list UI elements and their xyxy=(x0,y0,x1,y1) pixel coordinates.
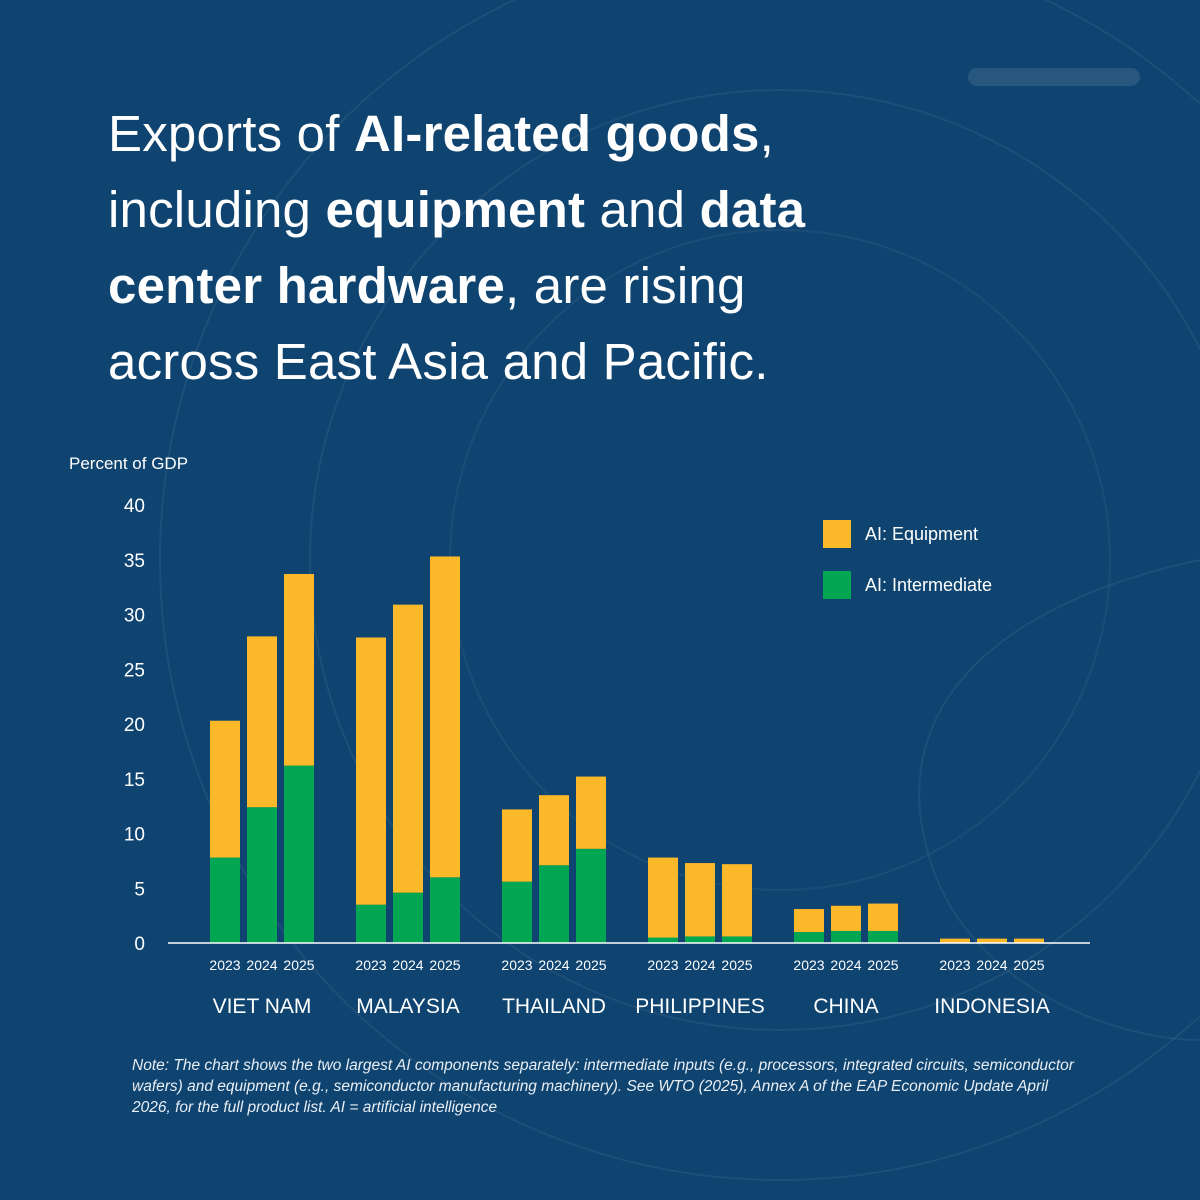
bar-intermediate xyxy=(393,892,423,943)
bar-intermediate xyxy=(430,877,460,943)
bar-intermediate xyxy=(247,807,277,943)
x-tick-year: 2025 xyxy=(1013,957,1044,973)
bar-equipment xyxy=(940,938,970,943)
bar-equipment xyxy=(576,776,606,849)
bar-intermediate xyxy=(831,930,861,943)
y-tick-label: 20 xyxy=(124,715,145,736)
bar-equipment xyxy=(393,604,423,893)
headline-segment: equipment xyxy=(325,181,586,238)
x-tick-year: 2024 xyxy=(830,957,861,973)
headline-segment: data xyxy=(699,181,806,238)
headline-segment: center hardware xyxy=(108,257,506,314)
legend-label: AI: Intermediate xyxy=(865,575,992,595)
bar-equipment xyxy=(284,573,314,766)
bar-equipment xyxy=(794,909,824,933)
y-tick-label: 10 xyxy=(124,825,145,846)
bar-intermediate xyxy=(284,765,314,943)
y-tick-label: 30 xyxy=(124,606,145,627)
x-tick-year: 2025 xyxy=(429,957,460,973)
bar-equipment xyxy=(685,863,715,937)
group-label: THAILAND xyxy=(502,995,606,1018)
bar-intermediate xyxy=(868,930,898,943)
y-tick-label: 0 xyxy=(134,934,145,955)
bar-intermediate xyxy=(356,904,386,943)
bar-equipment xyxy=(831,905,861,931)
bar-equipment xyxy=(539,795,569,866)
y-tick-label: 5 xyxy=(134,879,145,900)
bar-equipment xyxy=(430,556,460,878)
x-tick-year: 2023 xyxy=(501,957,532,973)
y-tick-label: 35 xyxy=(124,551,145,572)
x-tick-year: 2025 xyxy=(721,957,752,973)
y-tick-label: 25 xyxy=(124,660,145,681)
x-tick-year: 2024 xyxy=(538,957,569,973)
bar-equipment xyxy=(722,864,752,937)
group-label: PHILIPPINES xyxy=(635,995,765,1018)
headline-segment: across East Asia and Pacific. xyxy=(108,333,769,390)
bar-equipment xyxy=(502,809,532,882)
headline-segment: , xyxy=(759,105,774,162)
chart-note: Note: The chart shows the two largest AI… xyxy=(132,1057,1074,1116)
x-tick-year: 2023 xyxy=(939,957,970,973)
headline: Exports of AI-related goods, including eq… xyxy=(108,96,1008,400)
bar-intermediate xyxy=(722,936,752,943)
bar-intermediate xyxy=(576,848,606,943)
x-tick-year: 2024 xyxy=(684,957,715,973)
legend-swatch xyxy=(823,571,851,599)
bar-equipment xyxy=(648,857,678,938)
group-label: VIET NAM xyxy=(213,995,312,1018)
x-tick-year: 2023 xyxy=(647,957,678,973)
x-tick-year: 2024 xyxy=(246,957,277,973)
legend-label: AI: Equipment xyxy=(865,524,978,544)
bar-equipment xyxy=(868,903,898,931)
bar-equipment xyxy=(247,636,277,808)
x-tick-year: 2025 xyxy=(283,957,314,973)
logo xyxy=(968,68,1140,86)
group-label: CHINA xyxy=(813,995,878,1018)
legend-swatch xyxy=(823,520,851,548)
x-tick-year: 2023 xyxy=(793,957,824,973)
bar-equipment xyxy=(1014,938,1044,943)
y-tick-label: 40 xyxy=(124,496,145,517)
headline-segment: including xyxy=(108,181,326,238)
bar-equipment xyxy=(356,637,386,905)
x-tick-year: 2024 xyxy=(392,957,423,973)
headline-segment: , are rising xyxy=(505,257,746,314)
y-axis-label: Percent of GDP xyxy=(69,454,188,473)
bar-intermediate xyxy=(539,865,569,943)
bar-equipment xyxy=(210,720,240,858)
x-tick-year: 2025 xyxy=(867,957,898,973)
bar-intermediate xyxy=(210,857,240,943)
bar-intermediate xyxy=(648,937,678,943)
headline-segment: Exports of xyxy=(108,105,354,162)
headline-segment: AI-related goods xyxy=(353,105,760,162)
x-tick-year: 2024 xyxy=(976,957,1007,973)
bar-intermediate xyxy=(685,936,715,943)
group-label: INDONESIA xyxy=(934,995,1050,1018)
y-tick-label: 15 xyxy=(124,770,145,791)
headline-segment: and xyxy=(585,181,700,238)
group-label: MALAYSIA xyxy=(356,995,459,1018)
x-tick-year: 2025 xyxy=(575,957,606,973)
bar-equipment xyxy=(977,938,1007,943)
bar-intermediate xyxy=(794,932,824,943)
x-tick-year: 2023 xyxy=(209,957,240,973)
bar-intermediate xyxy=(502,881,532,943)
x-tick-year: 2023 xyxy=(355,957,386,973)
